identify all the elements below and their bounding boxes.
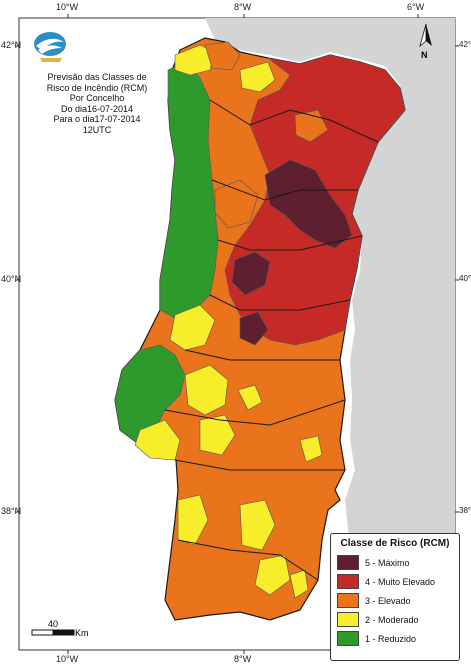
legend-label: 4 - Muito Elevado xyxy=(365,576,436,587)
ipma-logo-icon xyxy=(34,32,66,62)
map-title: Previsão das Classes de Risco de Incêndi… xyxy=(24,72,170,135)
scale-bar xyxy=(31,629,75,636)
legend-label: 5 - Máximo xyxy=(365,557,410,568)
legend-swatch xyxy=(337,612,359,627)
tick-right-2: 40°N xyxy=(459,274,471,283)
tick-left-2: 40°N xyxy=(1,274,22,284)
tick-top-3: 6°W xyxy=(407,2,425,12)
graticule-ticks xyxy=(15,14,459,654)
tick-top-1: 10°W xyxy=(56,2,79,12)
scale-value: 40 xyxy=(48,619,59,629)
legend-item-moderado: 2 - Moderado xyxy=(337,610,453,629)
legend-label: 1 - Reduzido xyxy=(365,633,417,644)
tick-left-3: 38°N xyxy=(1,506,22,516)
tick-left-1: 42°N xyxy=(1,40,22,50)
legend-item-muito-elevado: 4 - Muito Elevado xyxy=(337,572,453,591)
north-arrow-icon xyxy=(419,23,432,48)
legend-label: 3 - Elevado xyxy=(365,595,411,606)
title-line: 12UTC xyxy=(82,124,112,135)
title-line: Risco de Incêndio (RCM) xyxy=(46,82,148,93)
title-line: Previsão das Classes de xyxy=(47,72,147,82)
legend-item-maximo: 5 - Máximo xyxy=(337,553,453,572)
tick-top-2: 8°W xyxy=(234,2,252,12)
region-reduzido-south xyxy=(114,344,186,446)
regions-maximo xyxy=(231,159,353,346)
title-line: Por Concelho xyxy=(69,93,125,103)
tick-bottom-1: 10°W xyxy=(56,654,79,664)
tick-right-1: 42°N xyxy=(459,40,471,49)
regions-elevado-north xyxy=(204,41,329,229)
legend-item-elevado: 3 - Elevado xyxy=(337,591,453,610)
legend-swatch xyxy=(337,574,359,589)
regions-moderado xyxy=(134,44,323,599)
north-label: N xyxy=(421,50,428,60)
title-line: Do dia16-07-2014 xyxy=(60,103,134,114)
legend-swatch xyxy=(337,555,359,570)
tick-bottom-2: 8°W xyxy=(234,654,252,664)
legend: Classe de Risco (RCM) 5 - Máximo 4 - Mui… xyxy=(330,533,460,661)
legend-swatch xyxy=(337,593,359,608)
legend-item-reduzido: 1 - Reduzido xyxy=(337,629,453,648)
tick-right-3: 38°N xyxy=(459,506,471,515)
spain-land xyxy=(205,18,455,650)
legend-label: 2 - Moderado xyxy=(365,614,419,625)
legend-swatch xyxy=(337,631,359,646)
scale-unit: Km xyxy=(75,628,89,638)
title-line: Para o dia17-07-2014 xyxy=(53,114,141,124)
district-borders xyxy=(164,99,379,581)
legend-title: Classe de Risco (RCM) xyxy=(340,538,450,549)
